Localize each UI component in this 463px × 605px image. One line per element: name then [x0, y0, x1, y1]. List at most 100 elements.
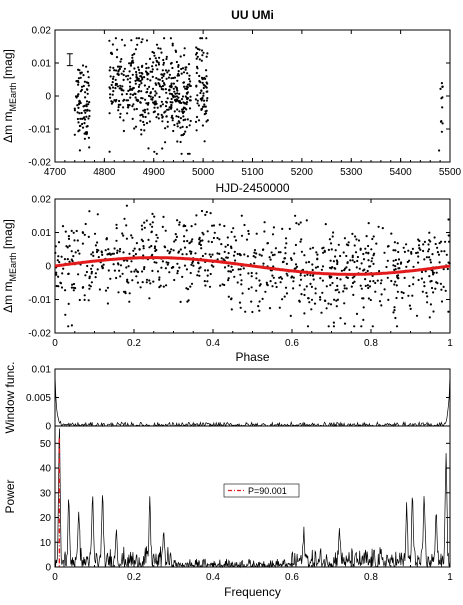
phase-point	[207, 240, 210, 243]
phase-point	[286, 274, 289, 277]
timeseries-point	[195, 129, 198, 132]
timeseries-point	[130, 62, 133, 65]
phase-point	[57, 241, 61, 244]
timeseries-point	[82, 84, 85, 88]
phase-point	[433, 236, 436, 239]
phase-point	[412, 265, 415, 268]
timeseries-point	[130, 39, 133, 42]
timeseries-point	[180, 67, 183, 71]
timeseries-title: UU UMi	[231, 8, 274, 22]
timeseries-xtick-label: 5100	[241, 167, 264, 178]
phase-point	[54, 245, 57, 248]
phase-point	[143, 226, 146, 229]
timeseries-point	[129, 85, 132, 88]
phase-point	[405, 265, 408, 268]
phase-point	[260, 254, 263, 257]
phase-point	[281, 227, 284, 230]
phase-point	[374, 290, 377, 293]
timeseries-point	[188, 77, 191, 81]
phase-point	[87, 235, 90, 238]
phase-point	[345, 266, 348, 269]
phase-point	[224, 245, 227, 248]
timeseries-point	[156, 106, 159, 109]
timeseries-point	[182, 71, 186, 74]
timeseries-point	[83, 80, 86, 83]
timeseries-point	[181, 108, 184, 111]
timeseries-point	[177, 115, 180, 118]
periodogram-line	[54, 428, 451, 569]
phase-point	[211, 224, 214, 227]
phase-point	[294, 263, 298, 266]
phase-point	[156, 236, 159, 239]
phase-point	[67, 302, 70, 305]
phase-point	[175, 235, 178, 238]
timeseries-point	[146, 87, 149, 91]
timeseries-point	[76, 117, 79, 121]
phase-point	[278, 306, 281, 309]
phase-point	[77, 249, 80, 252]
timeseries-point	[121, 93, 124, 96]
phase-point	[347, 244, 350, 247]
phase-point	[281, 298, 284, 301]
timeseries-point	[202, 86, 205, 90]
phase-point	[387, 298, 390, 301]
phase-point	[447, 218, 450, 221]
timeseries-point	[84, 96, 87, 99]
phase-point	[436, 246, 439, 249]
timeseries-point	[146, 73, 149, 76]
phase-point	[230, 230, 233, 234]
timeseries-point	[87, 136, 90, 139]
phase-point	[218, 238, 221, 241]
phase-point	[143, 267, 146, 271]
timeseries-point	[194, 98, 197, 101]
timeseries-point	[131, 60, 134, 63]
timeseries-point	[170, 82, 173, 85]
phase-point	[153, 247, 156, 250]
phase-point	[148, 297, 151, 300]
phase-point	[250, 300, 253, 303]
phase-point	[230, 265, 233, 268]
phase-point	[328, 266, 332, 269]
phase-point	[320, 311, 323, 314]
phase-point	[407, 249, 410, 252]
phase-point	[314, 292, 317, 295]
timeseries-point	[136, 43, 139, 46]
phase-point	[353, 260, 356, 264]
phase-point	[107, 248, 110, 251]
timeseries-point	[186, 72, 189, 75]
timeseries-point	[198, 48, 201, 51]
timeseries-point	[84, 118, 87, 121]
timeseries-point	[164, 88, 167, 91]
phase-point	[93, 232, 97, 235]
phase-point	[55, 273, 58, 276]
timeseries-point	[111, 81, 114, 84]
timeseries-point	[141, 38, 144, 41]
timeseries-point	[163, 111, 166, 114]
phase-point	[428, 256, 431, 259]
timeseries-point	[129, 96, 132, 99]
phase-point	[82, 286, 85, 289]
phase-point	[295, 265, 299, 268]
phase-point	[227, 270, 230, 273]
phase-point	[119, 275, 122, 278]
phase-point	[284, 286, 288, 289]
timeseries-point	[178, 92, 181, 95]
timeseries-point	[116, 72, 119, 76]
phase-ylabel-text: Δm mMEarth [mag]	[1, 219, 18, 313]
phase-point	[392, 311, 395, 314]
phase-point	[135, 275, 138, 278]
phase-point	[161, 260, 164, 263]
timeseries-point	[77, 77, 80, 80]
timeseries-point	[169, 37, 172, 40]
phase-point	[447, 234, 450, 237]
phase-point	[72, 255, 75, 258]
timeseries-point	[133, 108, 136, 111]
timeseries-point	[151, 87, 155, 90]
phase-point	[116, 251, 119, 254]
timeseries-point	[165, 77, 168, 80]
phase-point	[123, 217, 126, 220]
timeseries-point	[202, 92, 205, 95]
timeseries-point	[196, 99, 199, 102]
timeseries-point	[134, 125, 138, 128]
timeseries-point	[179, 117, 182, 120]
